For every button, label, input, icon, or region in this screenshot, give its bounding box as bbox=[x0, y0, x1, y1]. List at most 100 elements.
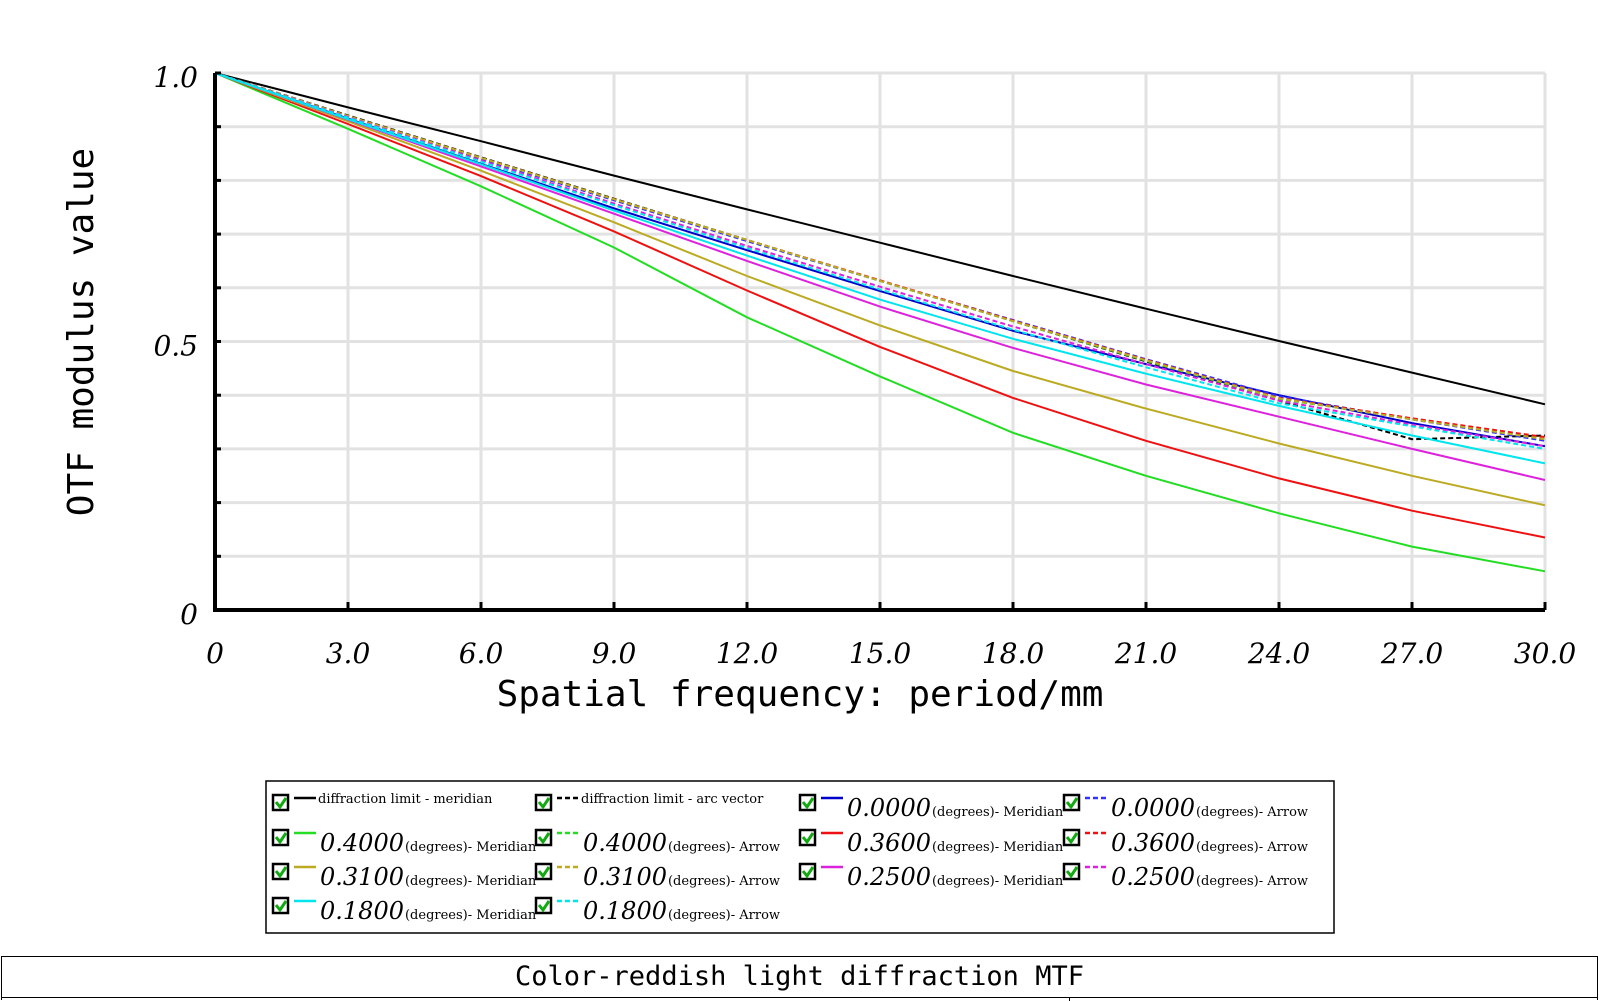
x-tick-label: 27.0 bbox=[1380, 637, 1443, 670]
legend-label: 0.4000(degrees)- Meridian bbox=[320, 829, 537, 857]
x-tick-label: 24.0 bbox=[1247, 637, 1310, 670]
check-icon bbox=[274, 866, 288, 879]
footer-table: Color-reddish light diffraction MTF bbox=[1, 956, 1598, 1001]
check-icon bbox=[537, 832, 551, 845]
check-icon bbox=[537, 866, 551, 879]
legend-field-suffix: (degrees)- Arrow bbox=[668, 874, 780, 889]
legend-field-suffix: (degrees)- Meridian bbox=[405, 908, 537, 923]
legend-item-7[interactable]: 0.3600(degrees)- Arrow bbox=[1062, 828, 1308, 857]
check-icon bbox=[801, 832, 815, 845]
check-icon bbox=[274, 900, 288, 913]
legend-field-suffix: (degrees)- Meridian bbox=[405, 874, 537, 889]
legend-field-suffix: (degrees)- Meridian bbox=[932, 874, 1064, 889]
x-tick-label: 12.0 bbox=[716, 637, 778, 670]
x-tick-label: 21.0 bbox=[1114, 637, 1177, 670]
x-tick-label: 6.0 bbox=[459, 637, 504, 670]
legend-item-10[interactable]: 0.2500(degrees)- Meridian bbox=[798, 862, 1064, 891]
series-line-9 bbox=[214, 72, 1546, 441]
legend-label: 0.3600(degrees)- Meridian bbox=[847, 829, 1064, 857]
series-line-6 bbox=[214, 72, 1546, 539]
legend-label: 0.3600(degrees)- Arrow bbox=[1111, 829, 1308, 857]
series-line-8 bbox=[214, 72, 1546, 507]
legend-field-angle: 0.3100 bbox=[320, 863, 404, 891]
series-line-13 bbox=[214, 72, 1546, 450]
check-icon bbox=[537, 900, 551, 913]
legend-field-angle: 0.2500 bbox=[1111, 863, 1195, 891]
legend-item-3[interactable]: 0.0000(degrees)- Arrow bbox=[1062, 793, 1308, 822]
y-tick-label: 0.5 bbox=[153, 330, 198, 363]
legend-item-5[interactable]: 0.4000(degrees)- Arrow bbox=[534, 828, 780, 857]
x-tick-label: 9.0 bbox=[592, 637, 637, 670]
legend-item-8[interactable]: 0.3100(degrees)- Meridian bbox=[271, 862, 537, 891]
grid bbox=[215, 71, 1547, 610]
x-tick-label: 18.0 bbox=[982, 637, 1044, 670]
legend-field-suffix: (degrees)- Arrow bbox=[668, 840, 780, 855]
y-tick-label: 1.0 bbox=[153, 61, 198, 94]
legend-field-angle: 0.1800 bbox=[320, 897, 404, 925]
x-tick-label: 30.0 bbox=[1514, 637, 1576, 670]
x-tick-label: 0 bbox=[206, 637, 224, 670]
legend-item-6[interactable]: 0.3600(degrees)- Meridian bbox=[798, 828, 1064, 857]
check-icon bbox=[801, 797, 815, 810]
check-icon bbox=[274, 832, 288, 845]
legend-field-angle: 0.2500 bbox=[847, 863, 931, 891]
legend-item-1[interactable]: diffraction limit - arc vector bbox=[534, 792, 764, 812]
series-lines bbox=[214, 72, 1546, 573]
series-line-4 bbox=[214, 72, 1546, 573]
legend-label: 0.2500(degrees)- Meridian bbox=[847, 863, 1064, 891]
legend-field-suffix: (degrees)- Arrow bbox=[1196, 840, 1308, 855]
x-tick-label: 15.0 bbox=[849, 637, 911, 670]
legend-item-4[interactable]: 0.4000(degrees)- Meridian bbox=[271, 828, 537, 857]
legend-label: diffraction limit - arc vector bbox=[581, 792, 764, 807]
check-icon bbox=[274, 797, 288, 810]
legend-item-12[interactable]: 0.1800(degrees)- Meridian bbox=[271, 896, 537, 925]
axes bbox=[213, 71, 1547, 612]
legend-label: 0.4000(degrees)- Arrow bbox=[583, 829, 780, 857]
check-icon bbox=[1065, 797, 1079, 810]
legend-field-angle: 0.0000 bbox=[847, 794, 931, 822]
legend-field-angle: 0.4000 bbox=[320, 829, 404, 857]
legend-field-angle: 0.4000 bbox=[583, 829, 667, 857]
legend-label: diffraction limit - meridian bbox=[318, 792, 493, 807]
legend-field-angle: 0.1800 bbox=[583, 897, 667, 925]
legend-label: 0.3100(degrees)- Meridian bbox=[320, 863, 537, 891]
legend-label: 0.0000(degrees)- Meridian bbox=[847, 794, 1064, 822]
tick-labels: 0 3.0 6.0 9.0 12.0 15.0 18.0 21.0 24.0 27.0 30.0 0 0… bbox=[153, 61, 1576, 670]
check-icon bbox=[537, 797, 551, 810]
legend-item-13[interactable]: 0.1800(degrees)- Arrow bbox=[534, 896, 780, 925]
legend-field-suffix: (degrees)- Arrow bbox=[668, 908, 780, 923]
series-line-10 bbox=[214, 72, 1546, 481]
legend-item-11[interactable]: 0.2500(degrees)- Arrow bbox=[1062, 862, 1308, 891]
legend-field-suffix: (degrees)- Meridian bbox=[932, 805, 1064, 820]
legend-label: 0.2500(degrees)- Arrow bbox=[1111, 863, 1308, 891]
legend-item-2[interactable]: 0.0000(degrees)- Meridian bbox=[798, 793, 1064, 822]
legend-field-suffix: (degrees)- Meridian bbox=[405, 840, 537, 855]
legend-field-angle: 0.3600 bbox=[1111, 829, 1195, 857]
legend-item-9[interactable]: 0.3100(degrees)- Arrow bbox=[534, 862, 780, 891]
check-icon bbox=[1065, 866, 1079, 879]
legend-field-suffix: (degrees)- Arrow bbox=[1196, 805, 1308, 820]
legend: diffraction limit - meridian diffraction … bbox=[265, 780, 1335, 934]
footer-title: Color-reddish light diffraction MTF bbox=[515, 961, 1084, 992]
legend-label: 0.3100(degrees)- Arrow bbox=[583, 863, 780, 891]
legend-label: 0.0000(degrees)- Arrow bbox=[1111, 794, 1308, 822]
y-axis-title: OTF modulus value bbox=[61, 148, 102, 516]
legend-field-angle: 0.0000 bbox=[1111, 794, 1195, 822]
legend-field-suffix: (degrees)- Arrow bbox=[1196, 874, 1308, 889]
legend-label: 0.1800(degrees)- Arrow bbox=[583, 897, 780, 925]
legend-field-angle: 0.3600 bbox=[847, 829, 931, 857]
legend-field-angle: 0.3100 bbox=[583, 863, 667, 891]
legend-item-0[interactable]: diffraction limit - meridian bbox=[271, 792, 493, 812]
x-axis-title: Spatial frequency: period/mm bbox=[497, 674, 1104, 715]
check-icon bbox=[1065, 832, 1079, 845]
footer-divider bbox=[2, 997, 1597, 998]
legend-field-suffix: (degrees)- Meridian bbox=[932, 840, 1064, 855]
series-line-12 bbox=[214, 72, 1546, 465]
legend-label: 0.1800(degrees)- Meridian bbox=[320, 897, 537, 925]
x-tick-label: 3.0 bbox=[326, 637, 371, 670]
footer-column-divider bbox=[1069, 997, 1070, 1001]
y-tick-label: 0 bbox=[180, 598, 198, 631]
check-icon bbox=[801, 866, 815, 879]
series-line-0 bbox=[214, 72, 1546, 406]
